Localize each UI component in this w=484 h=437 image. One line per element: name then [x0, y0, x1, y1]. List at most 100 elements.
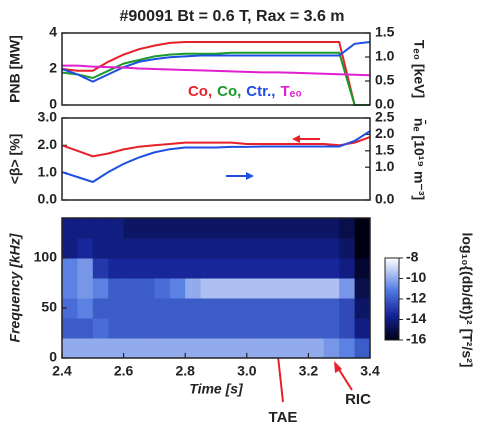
heatmap-cell: [169, 338, 186, 359]
heatmap-cell: [77, 298, 94, 319]
heatmap-cell: [185, 218, 202, 239]
heatmap-cell: [277, 318, 294, 339]
heatmap-cell: [169, 318, 186, 339]
heatmap-cell: [323, 338, 340, 359]
heatmap-cell: [62, 218, 78, 239]
heatmap-cell: [339, 218, 356, 239]
x-tick-label: 3.0: [237, 363, 257, 379]
heatmap-cell: [154, 318, 171, 339]
heatmap-cell: [139, 218, 155, 239]
heatmap-cell: [62, 318, 78, 339]
heatmap-cell: [339, 238, 356, 259]
heatmap-cell: [308, 218, 325, 239]
heatmap-cell: [139, 318, 155, 339]
heatmap-cell: [246, 278, 263, 299]
heatmap-cell: [246, 298, 263, 319]
heatmap-cell: [323, 298, 340, 319]
heatmap-cell: [262, 338, 279, 359]
heatmap-cell: [200, 278, 217, 299]
heatmap-cell: [139, 338, 155, 359]
heatmap-cell: [92, 318, 109, 339]
heatmap-cell: [108, 218, 125, 239]
heatmap-cell: [231, 218, 248, 239]
heatmap-cell: [185, 238, 202, 259]
heatmap-cell: [308, 278, 325, 299]
heatmap-cell: [354, 298, 371, 319]
plot-frame: [61, 217, 371, 359]
heatmap-cell: [62, 298, 78, 319]
heatmap-cell: [154, 338, 171, 359]
heatmap-cell: [154, 238, 171, 259]
y2-tick-label: 0.0: [375, 96, 395, 112]
legend-entry: Ctr.,: [246, 83, 275, 100]
y-axis-label: <β> [%]: [7, 134, 23, 185]
y-axis-label: Frequency [kHz]: [7, 232, 23, 342]
heatmap-cell: [108, 258, 125, 279]
colorbar-tick-label: -14: [406, 310, 426, 326]
heatmap-cell: [339, 278, 356, 299]
legend: Co, Co, Ctr., Tₑ₀: [188, 83, 302, 100]
heatmap-cell: [77, 238, 94, 259]
heatmap-cell: [185, 338, 202, 359]
heatmap-cell: [169, 258, 186, 279]
heatmap-cell: [216, 258, 232, 279]
data-line: [62, 64, 371, 77]
heatmap-cell: [231, 238, 248, 259]
heatmap-cell: [308, 298, 325, 319]
y2-tick-label: 1.0: [375, 48, 395, 64]
heatmap-cell: [277, 218, 294, 239]
colorbar-tick-label: -8: [406, 249, 419, 265]
y-tick-label: 0.0: [38, 191, 58, 207]
heatmap-cell: [200, 218, 217, 239]
arrow-head: [292, 135, 300, 143]
y-tick-label: 0: [49, 96, 57, 112]
heatmap-cell: [277, 338, 294, 359]
heatmap-cell: [216, 338, 232, 359]
heatmap-cell: [139, 238, 155, 259]
y2-axis-label: n̄ₑ [10¹⁹ m⁻³]: [411, 118, 428, 200]
heatmap-cell: [108, 238, 125, 259]
heatmap-cell: [77, 318, 94, 339]
heatmap-cell: [308, 338, 325, 359]
y-tick-label: 2: [49, 60, 57, 76]
heatmap-cell: [62, 278, 78, 299]
legend-entry: Co,: [188, 83, 212, 100]
heatmap-cell: [293, 238, 309, 259]
heatmap-cell: [323, 258, 340, 279]
y2-tick-label: 1.5: [375, 142, 395, 158]
y-tick-label: 4: [49, 24, 57, 40]
x-tick-label: 3.4: [360, 363, 380, 379]
annotation: RIC: [345, 391, 371, 408]
heatmap-cell: [123, 318, 140, 339]
heatmap-cell: [246, 238, 263, 259]
x-tick-label: 2.4: [52, 363, 72, 379]
heatmap-cell: [231, 298, 248, 319]
x-axis-label: Time [s]: [189, 381, 244, 397]
heatmap-cell: [293, 318, 309, 339]
heatmap-cell: [308, 258, 325, 279]
heatmap-cell: [92, 218, 109, 239]
data-line: [61, 41, 370, 106]
heatmap-cell: [108, 318, 125, 339]
heatmap-cell: [154, 218, 171, 239]
heatmap-cell: [169, 218, 186, 239]
heatmap-cell: [323, 238, 340, 259]
x-tick-label: 2.6: [114, 363, 134, 379]
y2-tick-label: 0.5: [375, 72, 395, 88]
heatmap-cell: [123, 278, 140, 299]
y-tick-label: 1.0: [38, 163, 58, 179]
heatmap-cell: [246, 258, 263, 279]
heatmap-cell: [354, 338, 371, 359]
heatmap-cell: [293, 338, 309, 359]
heatmap-cell: [92, 238, 109, 259]
heatmap-cell: [62, 238, 78, 259]
heatmap-cell: [139, 278, 155, 299]
arrow-head: [246, 172, 254, 180]
heatmap-cell: [123, 298, 140, 319]
heatmap-cell: [216, 318, 232, 339]
heatmap-cell: [139, 298, 155, 319]
data-line: [61, 41, 371, 83]
heatmap-cell: [154, 258, 171, 279]
heatmap-cell: [200, 258, 217, 279]
colorbar-tick-label: -16: [406, 331, 426, 347]
